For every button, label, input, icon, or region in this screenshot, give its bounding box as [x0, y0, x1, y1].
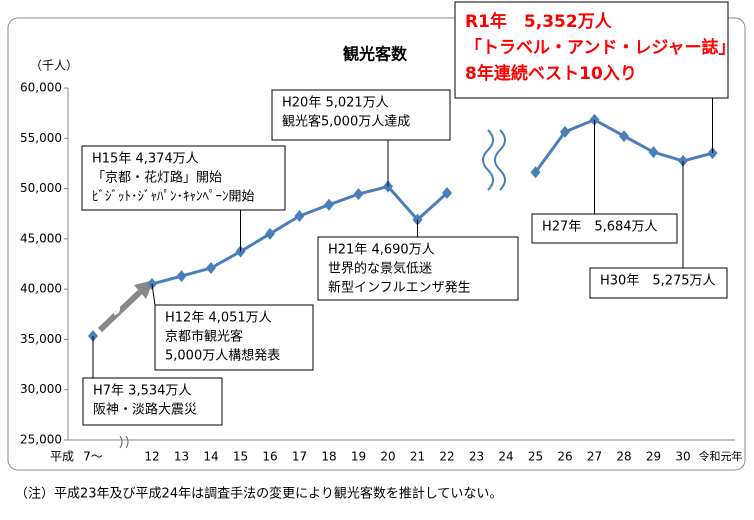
annotation-text: ﾋﾞｼﾞｯﾄ･ｼﾞｬﾊﾟﾝ･ｷｬﾝﾍﾟｰﾝ開始: [92, 190, 255, 205]
x-tick-label: 12: [144, 450, 159, 464]
annotation-text: 阪神・淡路大震災: [93, 402, 197, 418]
data-point: [324, 198, 334, 211]
data-point: [560, 125, 570, 138]
data-point: [619, 130, 629, 143]
annotation-box: [531, 213, 678, 244]
x-tick-label: 29: [646, 450, 661, 464]
y-tick-label: 60,000: [20, 81, 62, 95]
gap-break: [113, 296, 123, 316]
annotation-box: [589, 267, 728, 299]
x-prefix: 平成: [50, 450, 74, 464]
annotation-box: [454, 1, 729, 99]
x-tick-label: 15: [233, 450, 248, 464]
x-tick-label: 27: [587, 450, 602, 464]
data-point: [206, 262, 216, 275]
annotation-text: H7年 3,534万人: [93, 384, 191, 399]
footnote: （注）平成23年及び平成24年は調査手法の変更により観光客数を推計していない。: [15, 486, 502, 502]
annotation: R1年 5,352万人「トラベル・アンド・レジャー誌」 8年連続ベスト10入り: [454, 1, 735, 99]
data-point: [265, 227, 275, 240]
y-tick-label: 25,000: [20, 433, 62, 447]
x-tick-label: 23: [469, 450, 484, 464]
leader-line: [151, 283, 156, 306]
annotation-text: H30年 5,275万人: [600, 274, 716, 289]
y-tick-label: 50,000: [20, 181, 62, 195]
x-tick-label: 30: [675, 450, 690, 464]
x-tick-label: 14: [203, 450, 218, 464]
annotation-text: 8年連続ベスト10入り: [465, 63, 637, 84]
x-tick-label: 26: [557, 450, 572, 464]
data-point: [353, 188, 364, 201]
x-tick-label: 21: [410, 450, 425, 464]
annotation-text: R1年 5,352万人: [465, 11, 613, 32]
annotation-text: H20年 5,021万人: [282, 96, 389, 111]
annotation-text: 5,000万人構想発表: [165, 348, 280, 364]
data-point: [530, 166, 541, 179]
annotation-text: 「京都・花灯路」開始: [92, 170, 222, 186]
y-unit: （千人）: [30, 59, 78, 73]
annotation-text: H15年 4,374万人: [92, 152, 199, 167]
annotation-text: H27年 5,684万人: [542, 220, 658, 235]
annotation-text: H12年 4,051万人: [165, 311, 272, 326]
x-tick-label: 13: [174, 450, 189, 464]
x-tick-label: 28: [616, 450, 631, 464]
annotation-box: [82, 377, 223, 426]
annotation-text: 観光客5,000万人達成: [282, 114, 410, 130]
x-tick-label: 16: [262, 450, 277, 464]
chart-title: 観光客数: [343, 45, 408, 64]
x-tick-label: 17: [292, 450, 307, 464]
y-tick-label: 45,000: [20, 231, 62, 245]
annotation: H30年 5,275万人: [589, 267, 728, 299]
y-tick-label: 55,000: [20, 131, 62, 145]
annotation-text: 「トラベル・アンド・レジャー誌」: [465, 37, 735, 58]
data-point: [176, 270, 187, 283]
x-tick-label: 20: [380, 450, 395, 464]
annotation-text: 新型インフルエンザ発生: [328, 280, 471, 296]
y-tick-label: 40,000: [20, 282, 62, 296]
data-point: [294, 210, 305, 223]
x-tick-label: 令和元年: [699, 449, 743, 463]
data-point: [648, 146, 659, 159]
x-tick-label: 24: [498, 450, 513, 464]
annotation: H15年 4,374万人「京都・花灯路」開始 ﾋﾞｼﾞｯﾄ･ｼﾞｬﾊﾟﾝ･ｷｬﾝﾍ…: [81, 145, 286, 211]
y-tick-label: 35,000: [20, 332, 62, 346]
axis-break: [482, 129, 506, 191]
annotation-text: 京都市観光客: [165, 329, 243, 345]
x-tick-label: 18: [321, 450, 336, 464]
annotation-text: 世界的な景気低迷: [328, 261, 432, 277]
annotation-box: [317, 236, 519, 301]
x-break: [119, 435, 129, 449]
x-tick-label: 19: [351, 450, 366, 464]
annotation-box: [154, 304, 314, 371]
annotation-text: H21年 4,690万人: [328, 243, 435, 258]
annotation-box: [271, 89, 451, 141]
x-tick-label: 7～: [83, 450, 103, 464]
annotation-box: [81, 145, 286, 211]
annotation: H27年 5,684万人: [531, 213, 678, 244]
data-point: [442, 186, 452, 199]
y-tick-label: 30,000: [20, 382, 62, 396]
gap-arrow: [97, 289, 143, 333]
x-tick-label: 22: [439, 450, 454, 464]
x-tick-label: 25: [528, 450, 543, 464]
